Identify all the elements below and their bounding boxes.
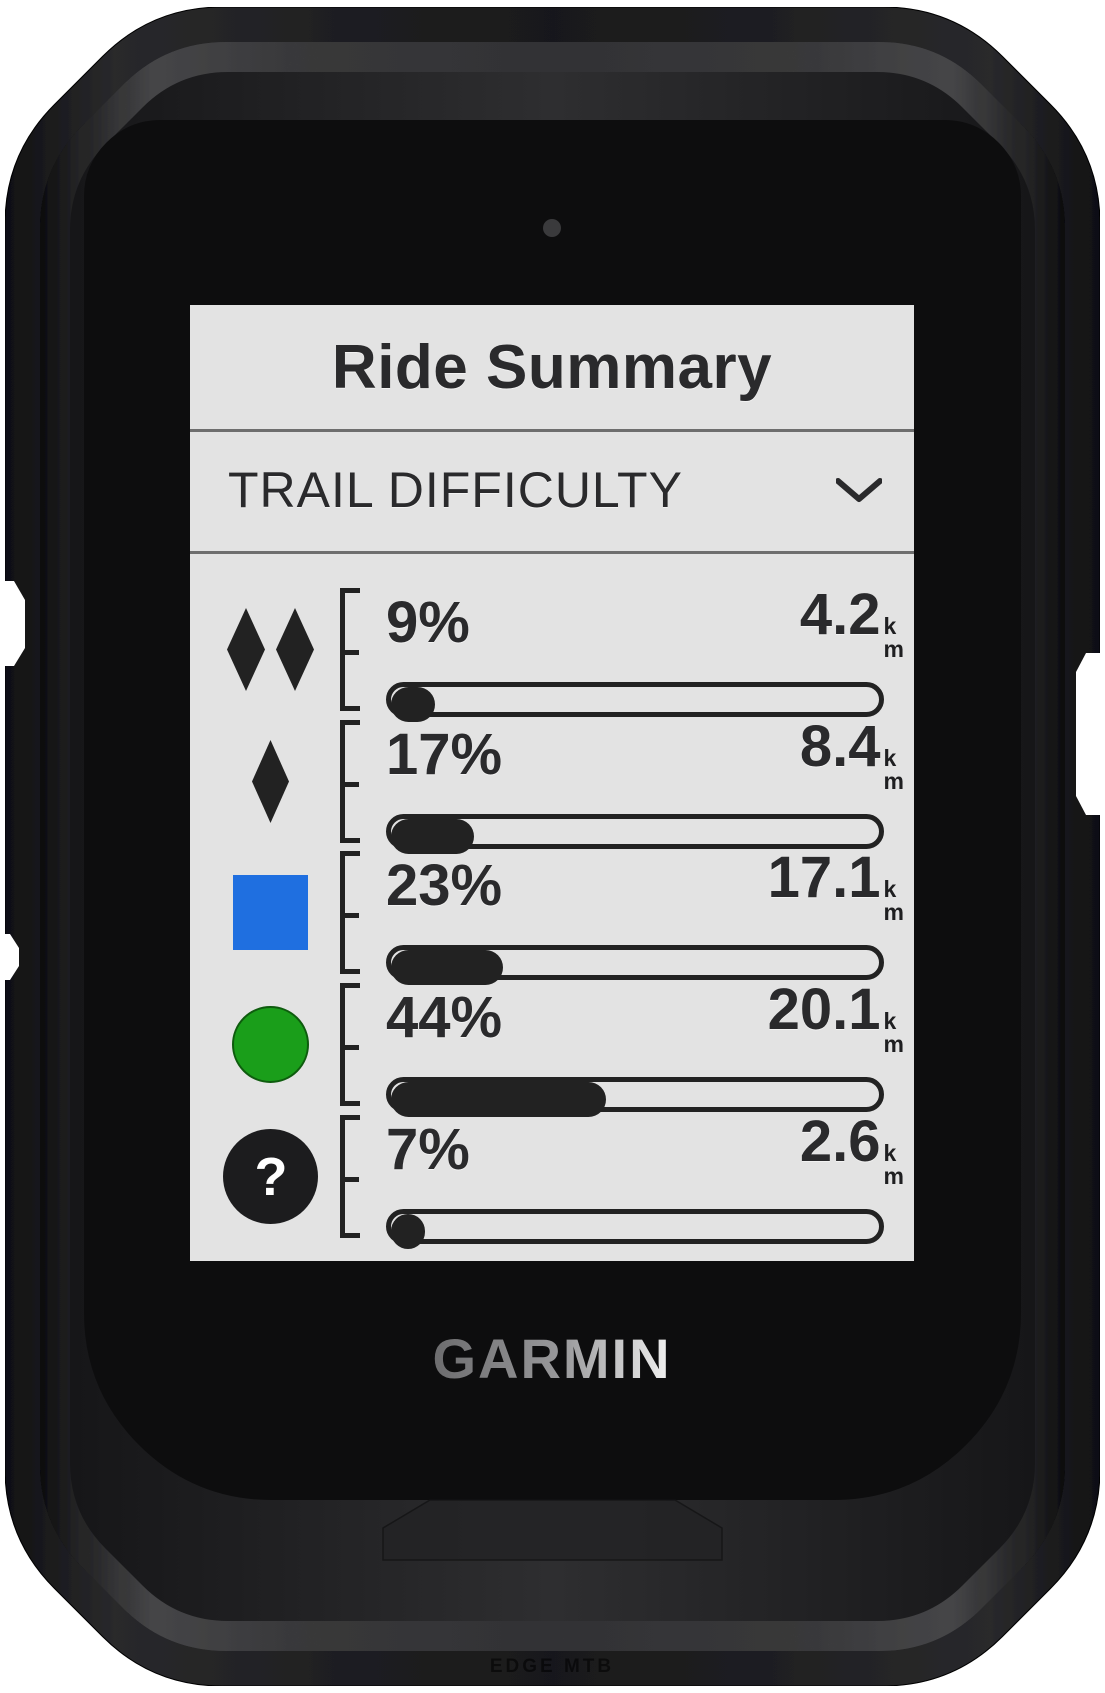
svg-text:GARMIN: GARMIN — [432, 1327, 671, 1390]
svg-text:EDGE MTB: EDGE MTB — [490, 1656, 614, 1677]
svg-text:?: ? — [255, 1147, 288, 1207]
